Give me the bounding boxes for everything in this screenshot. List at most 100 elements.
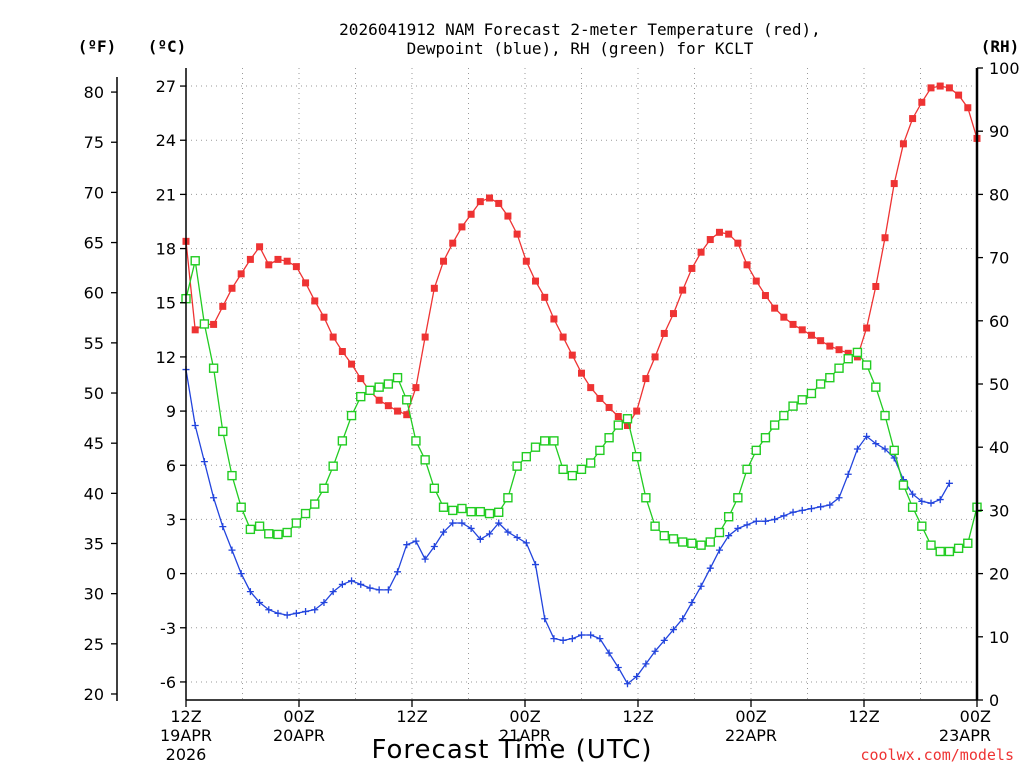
data-point bbox=[769, 420, 780, 430]
data-point bbox=[642, 375, 650, 383]
data-point bbox=[449, 239, 457, 247]
data-point bbox=[513, 533, 521, 541]
fahrenheit-tick-label: 45 bbox=[84, 434, 104, 453]
data-point bbox=[651, 353, 659, 361]
fahrenheit-tick-label: 75 bbox=[84, 133, 104, 152]
data-point bbox=[476, 535, 484, 543]
data-point bbox=[292, 263, 300, 271]
data-point bbox=[228, 284, 236, 292]
data-point bbox=[504, 212, 512, 220]
data-point bbox=[467, 210, 475, 218]
data-point bbox=[725, 532, 733, 540]
data-point bbox=[292, 609, 300, 617]
data-point bbox=[872, 282, 880, 290]
data-point bbox=[595, 445, 605, 456]
data-point bbox=[476, 198, 484, 206]
fahrenheit-axis-ticks: 20 25 30 35 40 45 50 55 60 65 70 75 80 bbox=[84, 83, 117, 704]
data-point bbox=[522, 539, 530, 547]
data-point bbox=[273, 529, 283, 540]
data-point bbox=[394, 568, 402, 576]
data-point bbox=[843, 354, 853, 364]
data-point bbox=[486, 530, 494, 538]
fahrenheit-unit-label: (ºF) bbox=[78, 37, 117, 56]
data-point bbox=[963, 538, 973, 548]
rh-tick-label: 70 bbox=[989, 249, 1009, 268]
data-point bbox=[944, 546, 955, 557]
data-point bbox=[191, 326, 199, 334]
time-tick-label: 12Z bbox=[170, 707, 201, 726]
fahrenheit-tick-label: 40 bbox=[84, 484, 104, 503]
data-point bbox=[953, 543, 964, 554]
chart-title-line1: 2026041912 NAM Forecast 2-meter Temperat… bbox=[339, 20, 821, 39]
fahrenheit-tick-label: 70 bbox=[84, 183, 104, 202]
celsius-tick-label: 21 bbox=[156, 185, 176, 204]
data-point bbox=[945, 84, 953, 92]
data-point bbox=[540, 436, 550, 446]
data-point bbox=[835, 346, 843, 354]
data-point bbox=[466, 506, 476, 517]
data-point bbox=[300, 508, 311, 519]
data-point bbox=[532, 277, 540, 285]
data-point bbox=[430, 543, 438, 551]
data-point bbox=[697, 582, 705, 590]
data-point bbox=[899, 140, 907, 148]
fahrenheit-tick-label: 80 bbox=[84, 83, 104, 102]
data-point bbox=[282, 527, 292, 538]
data-point bbox=[237, 270, 245, 278]
data-point bbox=[329, 333, 337, 341]
data-point bbox=[826, 342, 834, 350]
data-point bbox=[191, 422, 199, 430]
data-point bbox=[752, 277, 760, 285]
data-point bbox=[320, 598, 328, 606]
data-point bbox=[495, 519, 503, 527]
data-point bbox=[918, 497, 926, 505]
data-point bbox=[780, 313, 788, 321]
data-point bbox=[495, 199, 503, 207]
data-point bbox=[458, 519, 466, 527]
data-point bbox=[604, 433, 614, 443]
data-point bbox=[918, 98, 926, 106]
data-point bbox=[881, 445, 889, 453]
data-point bbox=[328, 461, 338, 471]
data-point bbox=[835, 494, 843, 502]
data-point bbox=[660, 636, 668, 644]
data-point bbox=[651, 647, 659, 655]
data-point bbox=[283, 611, 291, 619]
data-point bbox=[825, 372, 835, 383]
data-point bbox=[237, 570, 245, 578]
data-point bbox=[227, 470, 237, 481]
data-point bbox=[383, 379, 394, 389]
data-point bbox=[733, 493, 743, 503]
data-point bbox=[245, 524, 256, 535]
data-point bbox=[578, 369, 585, 377]
data-point bbox=[863, 324, 871, 332]
fahrenheit-tick-label: 50 bbox=[84, 384, 104, 403]
data-point bbox=[357, 580, 365, 588]
rh-tick-label: 50 bbox=[989, 375, 1009, 394]
data-point bbox=[264, 529, 274, 539]
celsius-axis-ticks: -6 -3 0 3 6 9 12 15 18 21 24 27 bbox=[156, 77, 186, 692]
data-point bbox=[677, 537, 688, 547]
data-point bbox=[817, 337, 825, 345]
fahrenheit-tick-label: 20 bbox=[84, 685, 104, 704]
data-point bbox=[872, 440, 880, 448]
data-point bbox=[725, 230, 733, 238]
data-point bbox=[852, 347, 863, 358]
data-point bbox=[228, 546, 236, 554]
data-point bbox=[669, 626, 677, 634]
data-point bbox=[834, 363, 844, 373]
data-point bbox=[780, 512, 788, 520]
data-point bbox=[457, 503, 467, 514]
data-point bbox=[256, 598, 264, 606]
data-point bbox=[356, 391, 366, 402]
data-point bbox=[374, 382, 384, 392]
data-point bbox=[274, 609, 282, 617]
data-point bbox=[613, 420, 623, 430]
time-tick-year: 2026 bbox=[166, 745, 207, 764]
data-point bbox=[585, 458, 596, 468]
data-point bbox=[788, 401, 798, 411]
data-point bbox=[633, 407, 641, 415]
